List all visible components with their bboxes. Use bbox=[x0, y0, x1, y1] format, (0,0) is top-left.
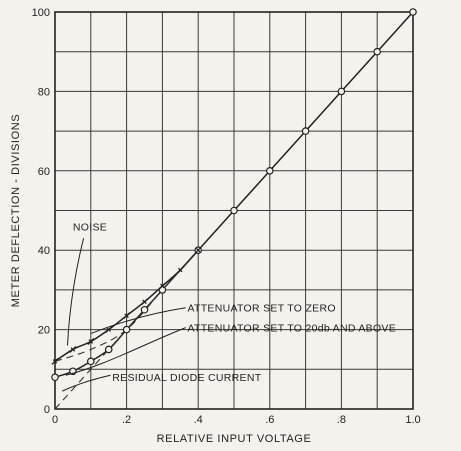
y-tick-label: 100 bbox=[32, 7, 50, 19]
series-0-point bbox=[230, 206, 238, 215]
series-1-point bbox=[51, 357, 59, 365]
data-points bbox=[51, 8, 417, 382]
x-tick-label: .6 bbox=[265, 414, 274, 426]
plot-frame bbox=[54, 11, 414, 410]
series-0-point bbox=[409, 8, 417, 16]
series-1-point bbox=[105, 326, 113, 334]
series-1-point bbox=[158, 282, 166, 290]
annotation-attenuator-20db: ATTENUATOR SET TO 20db AND ABOVE bbox=[187, 323, 396, 335]
x-tick-label: .8 bbox=[337, 414, 346, 426]
x-tick-label: .4 bbox=[194, 414, 203, 426]
annotation-leader bbox=[67, 238, 85, 346]
annotation-leader bbox=[65, 327, 186, 376]
x-tick-label: .2 bbox=[122, 414, 131, 426]
annotation-attenuator-zero: ATTENUATOR SET TO ZERO bbox=[187, 303, 335, 315]
grid bbox=[55, 12, 413, 409]
annotations: NOISE ATTENUATOR SET TO ZERO ATTENUATOR … bbox=[61, 221, 396, 392]
series-1-point bbox=[194, 246, 202, 254]
series-0-point bbox=[301, 127, 310, 135]
series-0-point bbox=[51, 373, 59, 382]
x-axis-label: RELATIVE INPUT VOLTAGE bbox=[157, 433, 312, 445]
x-tick-label: 0 bbox=[52, 414, 58, 426]
series-1-point bbox=[141, 298, 148, 306]
y-tick-label: 40 bbox=[38, 245, 50, 257]
series-0-point bbox=[122, 325, 131, 334]
series-0-point bbox=[265, 167, 274, 175]
y-tick-label: 60 bbox=[38, 166, 50, 178]
series-1-point bbox=[69, 345, 77, 353]
annotation-noise: NOISE bbox=[73, 221, 107, 233]
series-0-point bbox=[104, 345, 113, 354]
series-0-point bbox=[87, 357, 95, 366]
series-0-point bbox=[337, 87, 346, 96]
y-tick-label: 0 bbox=[44, 404, 50, 416]
series-1-point bbox=[87, 338, 95, 345]
series-1-point bbox=[176, 266, 184, 274]
y-tick-label: 80 bbox=[38, 86, 50, 98]
x-tick-label: 1.0 bbox=[405, 414, 420, 426]
annotation-leader bbox=[90, 307, 186, 335]
tick-labels: 0 .2 .4 .6 .8 1.0 0 20 40 60 80 100 bbox=[32, 7, 421, 426]
y-axis-label: METER DEFLECTION - DIVISIONS bbox=[10, 114, 22, 307]
series-1-point bbox=[123, 312, 131, 320]
annotation-leader bbox=[61, 374, 111, 392]
series-0-point bbox=[140, 305, 149, 314]
annotation-residual-diode-current: RESIDUAL DIODE CURRENT bbox=[112, 372, 261, 384]
y-tick-label: 20 bbox=[38, 325, 50, 337]
series-0-point bbox=[373, 47, 382, 56]
series-2-line bbox=[54, 249, 199, 410]
